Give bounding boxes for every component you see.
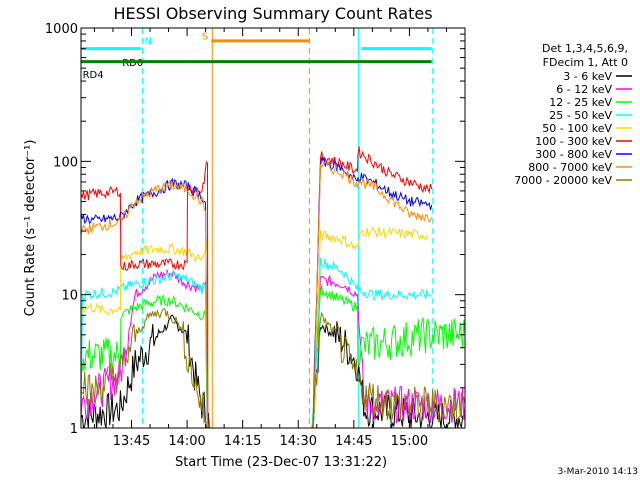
x-axis-label: Start Time (23-Dec-07 13:31:22)	[175, 455, 387, 470]
footer-date: 3-Mar-2010 14:13	[558, 467, 638, 477]
series-layer	[81, 146, 465, 428]
x-tick-label-1: 14:00	[168, 434, 205, 449]
legend-label-8: 7000 - 20000 keV	[514, 174, 612, 187]
state-bar-label-1: N	[144, 37, 151, 48]
legend-label-2: 12 - 25 keV	[549, 96, 612, 109]
series-line-5	[81, 146, 433, 428]
x-tick-label-0: 13:45	[113, 434, 150, 449]
legend-label-5: 100 - 300 keV	[535, 135, 612, 148]
x-tick-label-5: 15:00	[391, 434, 428, 449]
y-tick-label-3: 1000	[45, 22, 78, 37]
legend-label-1: 6 - 12 keV	[556, 83, 612, 96]
y-tick-label-0: 1	[70, 422, 78, 437]
state-bar-label-0: RD0	[122, 58, 143, 69]
series-line-3	[81, 257, 433, 428]
y-axis-label: Count Rate (s⁻¹ detector⁻¹)	[23, 140, 38, 317]
series-line-0	[81, 314, 465, 428]
series-line-8	[81, 308, 465, 428]
x-axis: 13:45 14:00 14:15 14:30 14:45 15:00	[93, 28, 447, 449]
x-tick-label-2: 14:15	[224, 434, 261, 449]
legend-header-0: Det 1,3,4,5,6,9,	[542, 42, 628, 55]
legend-label-6: 300 - 800 keV	[535, 148, 612, 161]
x-tick-label-4: 14:45	[335, 434, 372, 449]
series-line-7	[81, 160, 433, 428]
state-bar-label-3: S	[202, 31, 208, 42]
state-bar-label-2: RD4	[83, 70, 104, 81]
chart-title: HESSI Observing Summary Count Rates	[113, 4, 432, 23]
series-line-2	[81, 285, 465, 428]
legend: Det 1,3,4,5,6,9,FDecim 1, Att 03 - 6 keV…	[514, 42, 632, 187]
legend-header-1: FDecim 1, Att 0	[543, 56, 628, 69]
y-axis: 1 10 100 1000	[45, 22, 465, 437]
x-tick-label-3: 14:30	[280, 434, 317, 449]
legend-label-0: 3 - 6 keV	[563, 70, 612, 83]
legend-label-3: 25 - 50 keV	[549, 109, 612, 122]
plot-frame	[80, 27, 466, 429]
plot-vlines	[142, 28, 434, 428]
legend-label-7: 800 - 7000 keV	[528, 161, 612, 174]
series-line-1	[81, 269, 465, 428]
series-line-4	[81, 226, 429, 428]
legend-label-4: 50 - 100 keV	[542, 122, 612, 135]
y-tick-label-2: 100	[53, 155, 78, 170]
y-tick-label-1: 10	[61, 289, 78, 304]
